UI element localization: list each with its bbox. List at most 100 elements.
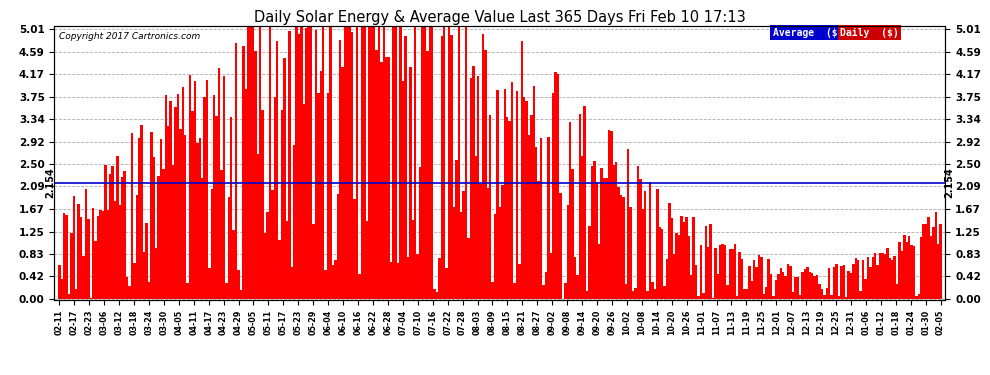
Bar [414, 3, 417, 299]
Bar [889, 258, 891, 299]
Bar [871, 257, 874, 299]
Bar [543, 285, 545, 299]
Bar [136, 195, 138, 299]
Bar [249, 21, 251, 299]
Bar [99, 210, 102, 299]
Bar [886, 248, 889, 299]
Bar [578, 114, 581, 299]
Bar [789, 266, 792, 299]
Bar [303, 104, 305, 299]
Bar [400, 3, 402, 299]
Text: Average  ($): Average ($) [772, 28, 843, 38]
Bar [477, 76, 479, 299]
Bar [317, 93, 320, 299]
Text: Daily  ($): Daily ($) [841, 28, 899, 38]
Bar [276, 41, 278, 299]
Bar [513, 283, 516, 299]
Bar [668, 202, 670, 299]
Bar [804, 269, 806, 299]
Bar [278, 240, 281, 299]
Bar [119, 205, 121, 299]
Bar [598, 244, 600, 299]
Bar [809, 272, 811, 299]
Bar [583, 106, 586, 299]
Bar [661, 229, 663, 299]
Bar [256, 154, 259, 299]
Bar [109, 174, 111, 299]
Bar [159, 140, 162, 299]
Bar [940, 224, 941, 299]
Bar [92, 208, 94, 299]
Bar [365, 221, 368, 299]
Bar [544, 272, 547, 299]
Bar [489, 115, 491, 299]
Bar [479, 184, 482, 299]
Bar [450, 35, 452, 299]
Bar [370, 3, 373, 299]
Bar [208, 268, 211, 299]
Bar [739, 252, 741, 299]
Bar [821, 289, 823, 299]
Bar [753, 260, 755, 299]
Bar [857, 260, 859, 299]
Bar [259, 19, 261, 299]
Bar [556, 74, 559, 299]
Bar [876, 265, 879, 299]
Bar [576, 275, 578, 299]
Bar [933, 227, 935, 299]
Bar [630, 207, 632, 299]
Bar [315, 30, 317, 299]
Bar [264, 233, 266, 299]
Bar [429, 18, 431, 299]
Bar [397, 263, 400, 299]
Bar [126, 277, 129, 299]
Bar [787, 264, 789, 299]
Bar [685, 217, 688, 299]
Bar [797, 277, 799, 299]
Bar [605, 178, 608, 299]
Bar [431, 3, 434, 299]
Bar [474, 156, 477, 299]
Bar [358, 274, 360, 299]
Bar [937, 244, 940, 299]
Bar [683, 222, 685, 299]
Bar [816, 275, 819, 299]
Bar [651, 282, 653, 299]
Bar [814, 276, 816, 299]
Bar [417, 254, 419, 299]
Bar [588, 226, 591, 299]
Bar [705, 225, 707, 299]
Bar [531, 115, 533, 299]
Bar [549, 254, 552, 299]
Bar [511, 82, 513, 299]
Bar [261, 110, 264, 299]
Bar [75, 289, 77, 299]
Bar [915, 297, 918, 299]
Bar [571, 169, 574, 299]
Bar [169, 101, 172, 299]
Bar [799, 294, 801, 299]
Bar [63, 213, 65, 299]
Bar [729, 249, 732, 299]
Bar [618, 187, 620, 299]
Bar [70, 233, 72, 299]
Bar [540, 138, 543, 299]
Bar [859, 291, 862, 299]
Bar [191, 111, 194, 299]
Bar [656, 189, 658, 299]
Bar [841, 266, 842, 299]
Bar [58, 266, 60, 299]
Bar [770, 274, 772, 299]
Bar [254, 51, 256, 299]
Bar [673, 254, 675, 299]
Bar [930, 236, 933, 299]
Bar [828, 267, 831, 299]
Bar [516, 91, 518, 299]
Bar [762, 294, 765, 299]
Text: 2.154: 2.154 [944, 168, 954, 198]
Bar [854, 258, 857, 299]
Bar [675, 233, 678, 299]
Bar [218, 68, 221, 299]
Bar [644, 190, 646, 299]
Bar [154, 248, 157, 299]
